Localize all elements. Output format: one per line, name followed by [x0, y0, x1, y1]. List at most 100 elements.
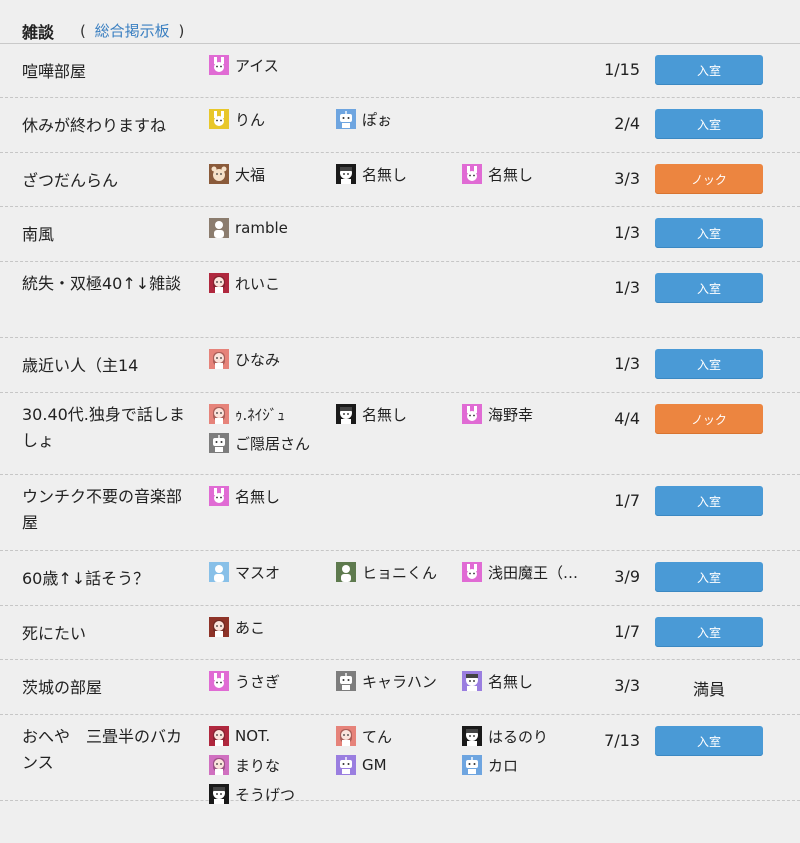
room-name: 南風 — [22, 225, 55, 244]
rabbit-icon — [209, 486, 229, 506]
member-name: 名無し — [488, 672, 534, 691]
member-name: ぽぉ — [362, 110, 393, 129]
member-name: NOT. — [235, 727, 271, 745]
member: そうげつ — [209, 783, 295, 805]
room-name: 歳近い人（主14 — [22, 356, 139, 375]
room-row: ウンチク不要の音楽部屋 名無し 1/7 入室 — [0, 475, 800, 551]
section-title: 雑談 — [22, 22, 55, 42]
member-count: 1/3 — [614, 223, 640, 242]
room-name: 茨城の部屋 — [22, 678, 103, 697]
member-name: 名無し — [362, 405, 408, 424]
room-row: 南風 ramble 1/3 入室 — [0, 207, 800, 262]
person-icon — [209, 218, 229, 238]
member-count: 1/7 — [614, 491, 640, 510]
member: 大福 — [209, 163, 265, 185]
robot-icon — [462, 755, 482, 775]
member: ぽぉ — [336, 108, 392, 130]
member-name: 名無し — [488, 165, 534, 184]
enter-room-button[interactable]: 入室 — [655, 109, 763, 139]
face-icon — [209, 784, 229, 804]
general-board-link[interactable]: 総合掲示板 — [94, 22, 170, 40]
member: てん — [336, 725, 392, 747]
member-name: カロ — [488, 756, 519, 775]
enter-room-button[interactable]: 入室 — [655, 55, 763, 85]
header-sub: ( 総合掲示板 ) — [80, 22, 185, 40]
member: アイス — [209, 54, 279, 76]
person-icon — [336, 562, 356, 582]
member-name: マスオ — [235, 563, 281, 582]
girl-icon — [209, 755, 229, 775]
rabbit-icon — [462, 164, 482, 184]
room-name: 喧嘩部屋 — [22, 62, 87, 81]
room-row: 休みが終わりますね りん ぽぉ 2/4 入室 — [0, 98, 800, 153]
enter-room-button[interactable]: 入室 — [655, 617, 763, 647]
member-name: うさぎ — [235, 672, 281, 691]
member: 名無し — [462, 163, 533, 185]
robot-icon — [209, 433, 229, 453]
member: NOT. — [209, 725, 270, 747]
rabbit-icon — [209, 55, 229, 75]
enter-room-button[interactable]: 入室 — [655, 349, 763, 379]
room-name: ウンチク不要の音楽部屋 — [22, 487, 183, 532]
member-name: てん — [362, 727, 393, 746]
member-name: ヒョニくん — [362, 563, 438, 582]
knock-button[interactable]: ノック — [655, 164, 763, 194]
member-name: ひなみ — [235, 350, 281, 369]
member-count: 7/13 — [604, 731, 640, 750]
member-count: 3/3 — [614, 169, 640, 188]
face-icon — [462, 671, 482, 691]
member: 名無し — [209, 485, 280, 507]
room-name: おへや 三畳半のバカンス — [22, 727, 183, 772]
enter-room-button[interactable]: 入室 — [655, 218, 763, 248]
bear-icon — [209, 164, 229, 184]
member-name: 海野幸 — [488, 405, 534, 424]
member: ramble — [209, 217, 288, 239]
member-name: れいこ — [235, 274, 281, 293]
member-name: 大福 — [235, 165, 266, 184]
member: ご隠居さん — [209, 432, 310, 454]
girl-icon — [209, 349, 229, 369]
room-name: 休みが終わりますね — [22, 116, 167, 135]
girl-icon — [209, 617, 229, 637]
room-row: 30.40代.独身で話しましょ ｩ.ﾈｲｼﾞｭ 名無し 海野幸 ご隠居さん 4/4… — [0, 393, 800, 475]
enter-room-button[interactable]: 入室 — [655, 726, 763, 756]
member-name: GM — [362, 756, 387, 774]
girl-icon — [209, 726, 229, 746]
enter-room-button[interactable]: 入室 — [655, 562, 763, 592]
member-count: 1/3 — [614, 278, 640, 297]
girl-icon — [209, 273, 229, 293]
face-icon — [336, 164, 356, 184]
member-count: 3/9 — [614, 567, 640, 586]
rabbit-icon — [209, 109, 229, 129]
member: 名無し — [462, 670, 533, 692]
member-name: ramble — [235, 219, 288, 237]
robot-icon — [336, 671, 356, 691]
room-row: おへや 三畳半のバカンス NOT. てん はるのり まりな GM カロ そうげつ… — [0, 715, 800, 804]
room-row: ざつだんらん 大福 名無し 名無し 3/3 ノック — [0, 153, 800, 207]
member: ヒョニくん — [336, 561, 437, 583]
member-count: 1/7 — [614, 622, 640, 641]
enter-room-button[interactable]: 入室 — [655, 486, 763, 516]
member-name: まりな — [235, 756, 281, 775]
robot-icon — [336, 109, 356, 129]
member: うさぎ — [209, 670, 280, 692]
member-name: あこ — [235, 618, 266, 637]
member-name: アイス — [235, 56, 279, 75]
enter-room-button[interactable]: 入室 — [655, 273, 763, 303]
member-name: 浅田魔王（… — [488, 563, 579, 582]
rabbit-icon — [462, 562, 482, 582]
room-name: ざつだんらん — [22, 171, 119, 190]
member-count: 2/4 — [614, 114, 640, 133]
section-header: 雑談 ( 総合掲示板 ) — [0, 0, 800, 44]
member-name: 名無し — [362, 165, 408, 184]
member: ひなみ — [209, 348, 280, 370]
member: 浅田魔王（… — [462, 561, 578, 583]
member-name: キャラハン — [362, 672, 437, 691]
member: 名無し — [336, 163, 407, 185]
room-row: 統失・双極40↑↓雑談 れいこ 1/3 入室 — [0, 262, 800, 338]
robot-icon — [336, 755, 356, 775]
room-row: 茨城の部屋 うさぎ キャラハン 名無し 3/3 満員 — [0, 660, 800, 715]
room-row: 喧嘩部屋 アイス 1/15 入室 — [0, 44, 800, 98]
knock-button[interactable]: ノック — [655, 404, 763, 434]
member: 海野幸 — [462, 403, 533, 425]
